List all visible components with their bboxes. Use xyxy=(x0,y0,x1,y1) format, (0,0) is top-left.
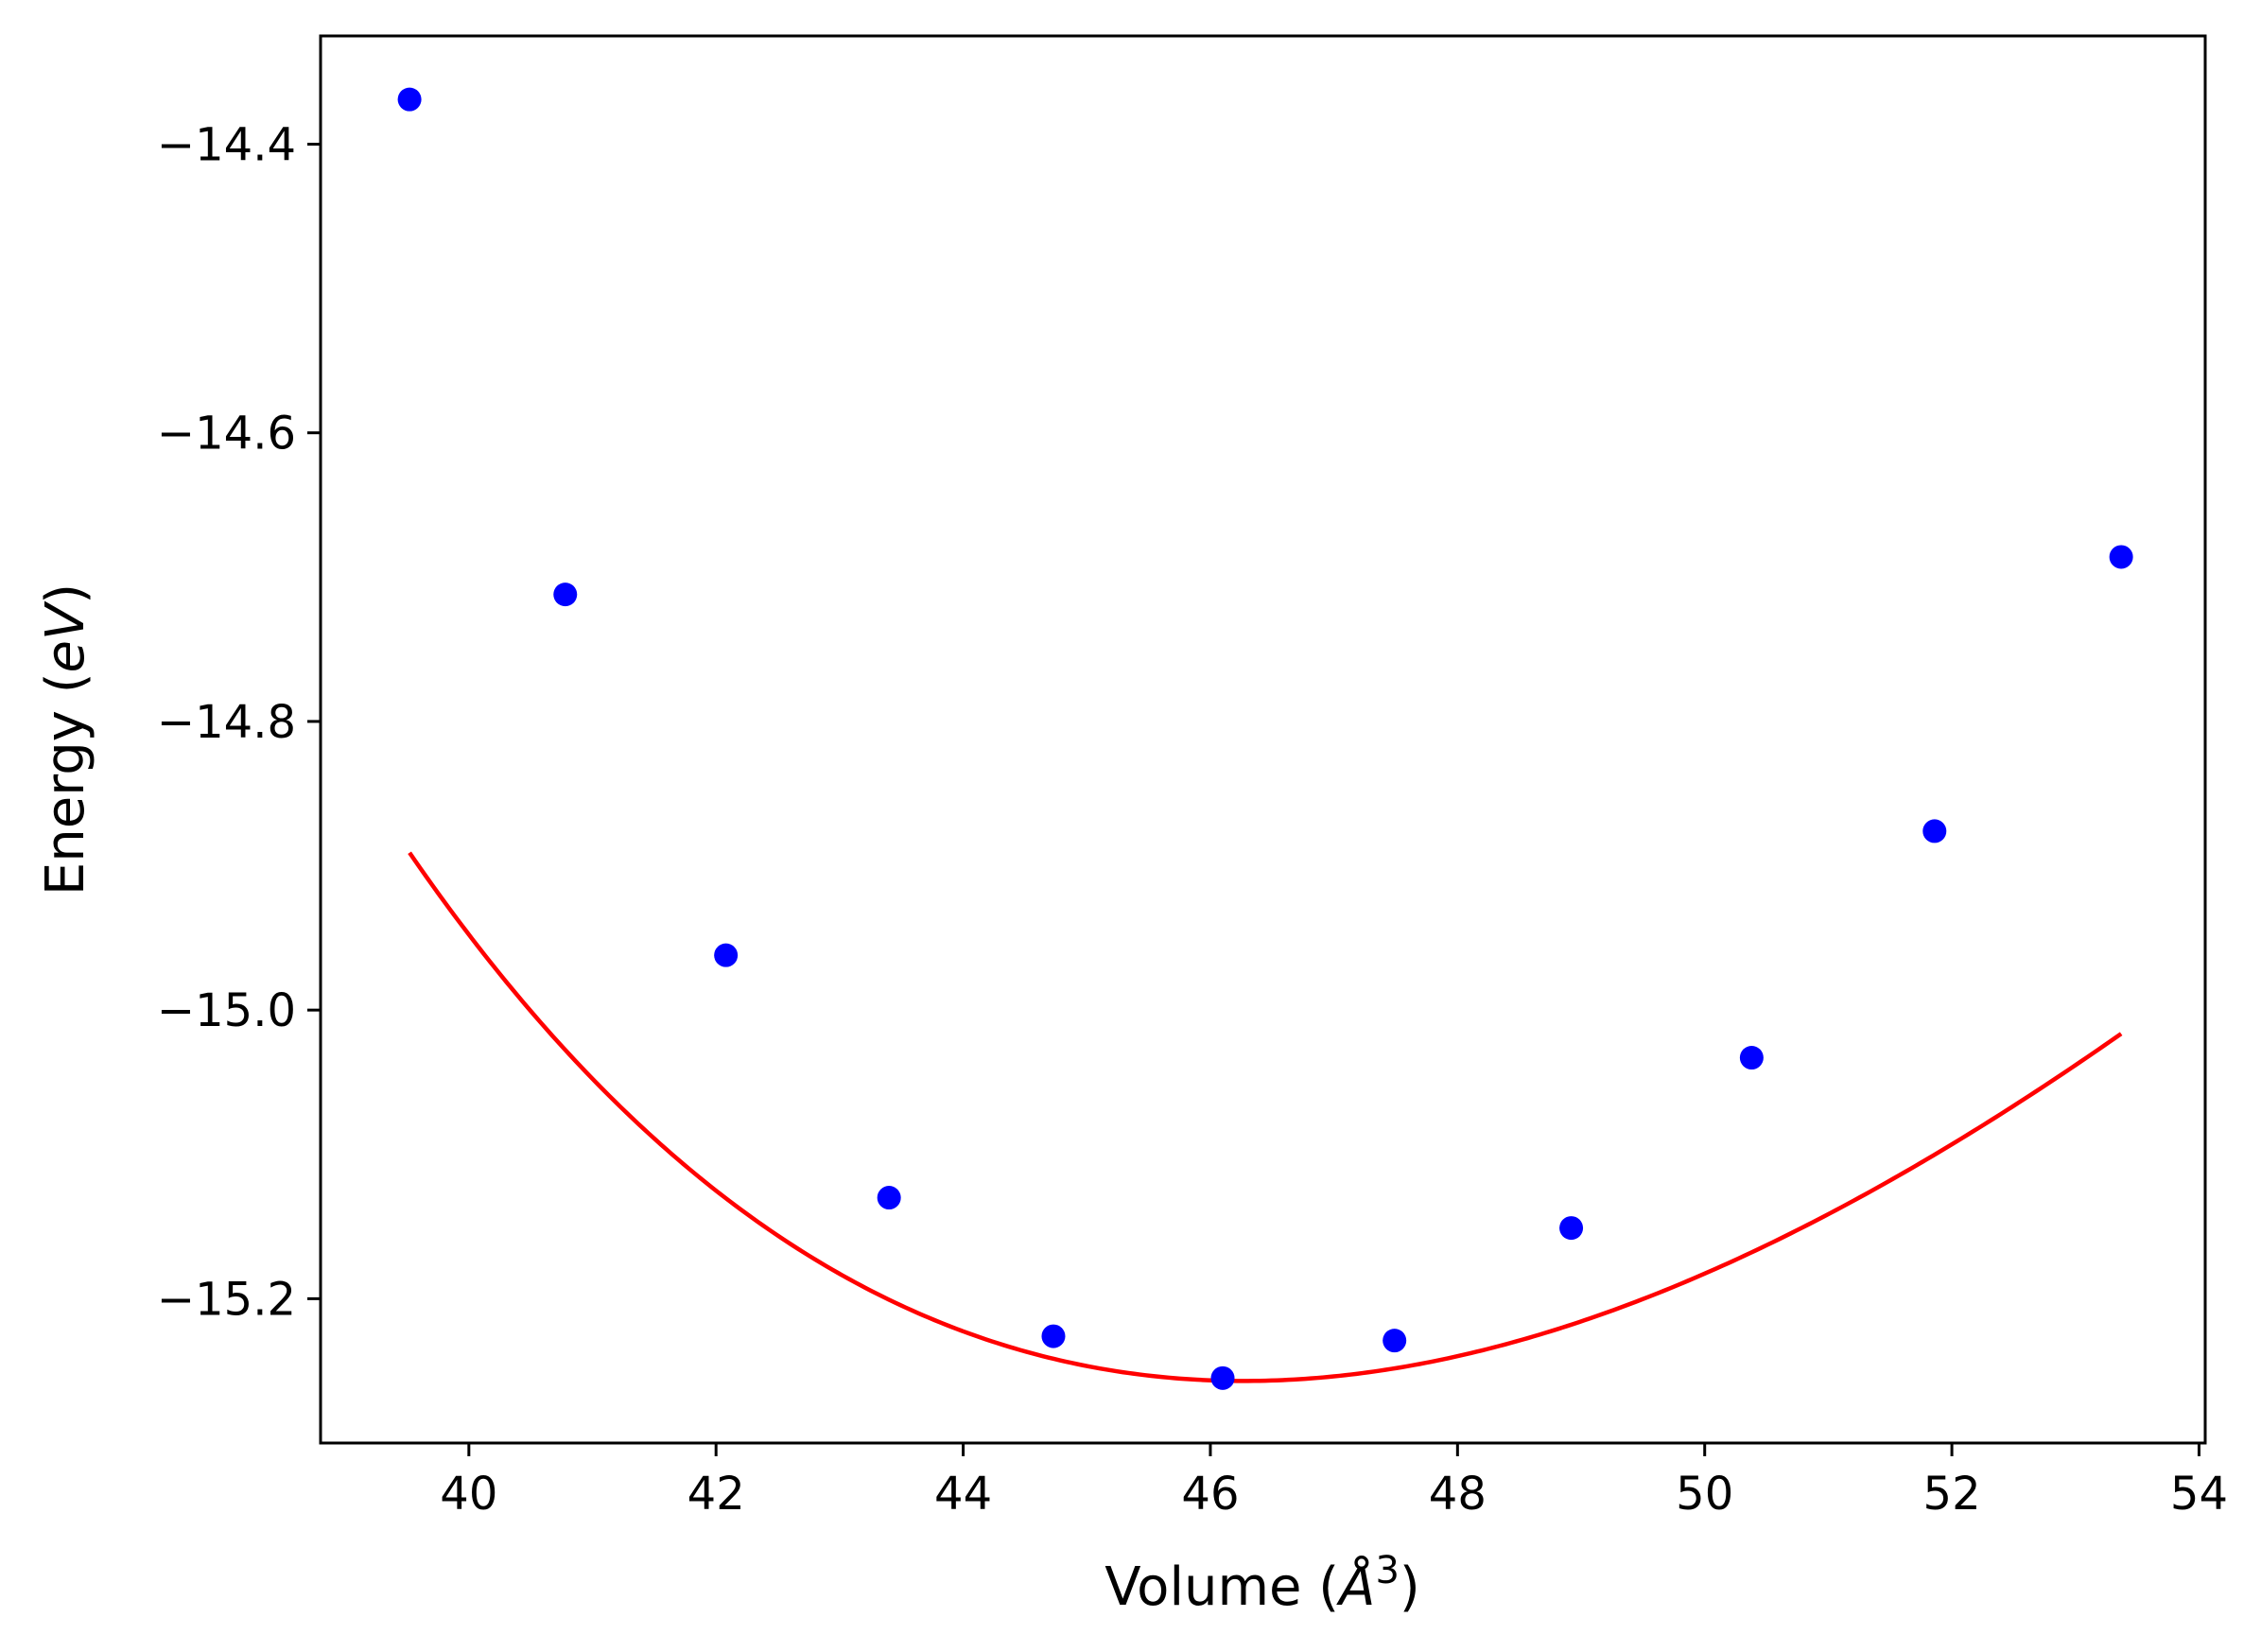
x-tick-label: 40 xyxy=(440,1468,497,1521)
data-point xyxy=(1739,1046,1764,1070)
data-points xyxy=(397,87,2133,1390)
x-tick-label: 44 xyxy=(934,1468,992,1521)
data-point xyxy=(1041,1324,1066,1348)
y-tick-label: −14.8 xyxy=(157,696,296,749)
data-point xyxy=(877,1186,901,1210)
x-tick-label: 52 xyxy=(1923,1468,1981,1521)
x-tick-label: 46 xyxy=(1181,1468,1239,1521)
data-point xyxy=(397,87,422,112)
data-point xyxy=(714,943,739,967)
y-axis-ticks: −14.4 −14.6 −14.8 −15.0 −15.2 xyxy=(157,118,321,1326)
x-tick-label: 48 xyxy=(1429,1468,1487,1521)
x-tick-label: 54 xyxy=(2170,1468,2228,1521)
y-axis-label: Energy (eV) xyxy=(35,583,96,896)
fit-curve-line xyxy=(408,851,2123,1383)
y-tick-label: −15.2 xyxy=(157,1273,296,1326)
y-tick-label: −14.4 xyxy=(157,118,296,171)
x-axis-label: Volume (Å3) xyxy=(1104,1549,1420,1618)
plot-area xyxy=(397,87,2133,1390)
y-tick-label: −14.6 xyxy=(157,408,296,461)
data-point xyxy=(553,583,578,607)
data-point xyxy=(1922,819,1947,843)
x-tick-label: 50 xyxy=(1676,1468,1733,1521)
data-point xyxy=(1383,1329,1407,1353)
data-point xyxy=(1210,1365,1235,1390)
axes-frame xyxy=(319,34,2207,1445)
data-point xyxy=(2109,545,2133,569)
y-tick-label: −15.0 xyxy=(157,984,296,1037)
data-point xyxy=(1559,1216,1584,1241)
x-tick-label: 42 xyxy=(687,1468,745,1521)
x-axis-ticks: 40 42 44 46 48 50 52 54 xyxy=(440,1443,2228,1521)
